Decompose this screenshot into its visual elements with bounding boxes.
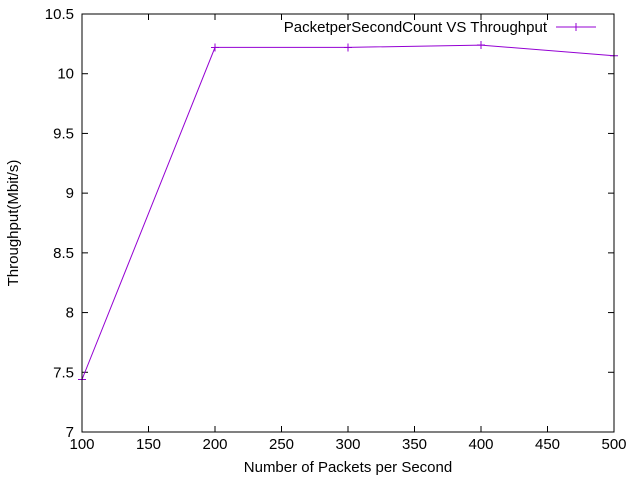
y-tick-label: 9.5 [53, 125, 74, 142]
y-tick-label: 8.5 [53, 245, 74, 262]
y-tick-label: 8 [66, 305, 74, 322]
x-tick-label: 350 [402, 436, 427, 453]
x-tick-label: 250 [269, 436, 294, 453]
data-point-marker [344, 43, 352, 52]
x-tick-label: 100 [69, 436, 94, 453]
x-tick-label: 400 [468, 436, 493, 453]
legend: PacketperSecondCount VS Throughput [284, 19, 596, 36]
x-tick-label: 500 [601, 436, 626, 453]
x-tick-label: 200 [202, 436, 227, 453]
y-axis-label: Throughput(Mbit/s) [5, 160, 22, 287]
legend-label: PacketperSecondCount VS Throughput [284, 19, 548, 36]
data-point-marker [211, 43, 219, 52]
x-tick-label: 450 [535, 436, 560, 453]
y-tick-label: 10.5 [45, 6, 74, 23]
x-axis-ticks: 100 150 200 250 300 350 400 450 500 [69, 14, 627, 453]
y-tick-label: 9 [66, 185, 74, 202]
data-point-marker [477, 41, 485, 50]
legend-marker [572, 23, 580, 31]
plot-frame [81, 13, 615, 433]
series-line [81, 44, 615, 380]
x-tick-label: 300 [335, 436, 360, 453]
y-tick-label: 10 [57, 66, 74, 83]
series-layer [78, 41, 618, 384]
x-tick-label: 150 [136, 436, 161, 453]
y-axis-ticks: 7 7.5 8 8.5 9 9.5 10 10.5 [45, 6, 614, 441]
y-tick-label: 7 [66, 424, 74, 441]
x-axis-label: Number of Packets per Second [244, 459, 452, 476]
y-tick-label: 7.5 [53, 364, 74, 381]
